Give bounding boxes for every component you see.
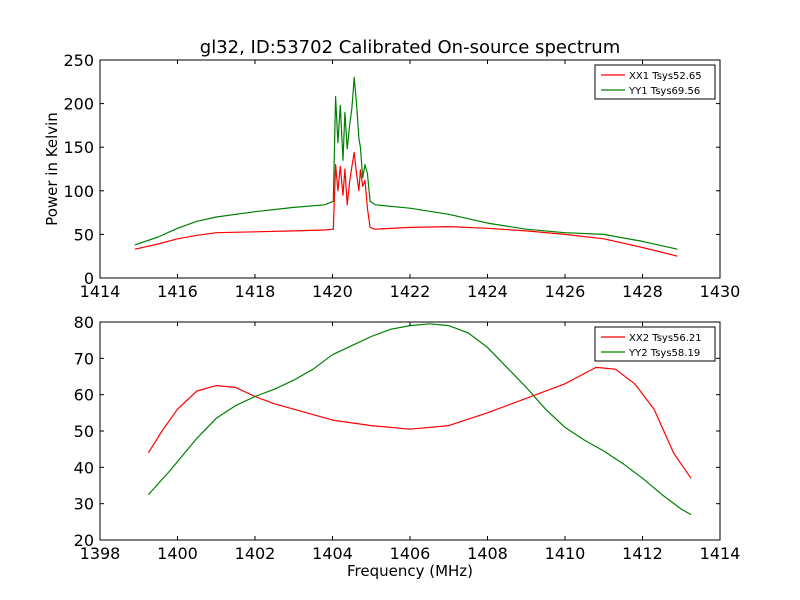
y-tick-label-1-5: 70	[74, 349, 94, 368]
x-tick-label-0-2: 1418	[235, 282, 276, 301]
y-tick-label-0-0: 0	[84, 269, 94, 288]
series-line-0-1	[134, 76, 678, 250]
y-tick-label-0-5: 250	[63, 51, 94, 70]
legend-label-0-0: XX1 Tsys52.65	[629, 71, 702, 82]
legend-label-1-0: XX2 Tsys56.21	[629, 333, 702, 344]
x-tick-label-1-8: 1414	[700, 544, 741, 563]
x-tick-label-1-0: 1398	[80, 544, 121, 563]
y-tick-label-0-3: 150	[63, 138, 94, 157]
series-line-1-1	[147, 323, 692, 516]
y-tick-label-1-3: 50	[74, 422, 94, 441]
x-tick-label-0-4: 1422	[390, 282, 431, 301]
y-tick-label-1-6: 80	[74, 313, 94, 332]
y-tick-label-0-1: 50	[74, 225, 94, 244]
x-tick-label-1-4: 1406	[390, 544, 431, 563]
legend-box-1	[594, 326, 716, 362]
x-tick-label-1-5: 1408	[467, 544, 508, 563]
y-tick-label-1-4: 60	[74, 386, 94, 405]
x-tick-label-0-0: 1414	[80, 282, 121, 301]
x-tick-label-0-3: 1420	[312, 282, 353, 301]
chart-title-0: gl32, ID:53702 Calibrated On-source spec…	[200, 37, 620, 58]
y-tick-label-0-4: 200	[63, 95, 94, 114]
series-line-1-0	[147, 366, 692, 479]
y-tick-label-1-2: 40	[74, 458, 94, 477]
x-tick-label-1-7: 1412	[622, 544, 663, 563]
legend-box-0	[594, 64, 716, 100]
series-line-0-0	[134, 151, 678, 257]
y-tick-label-1-1: 30	[74, 495, 94, 514]
y-tick-label-1-0: 20	[74, 531, 94, 550]
x-tick-label-1-2: 1402	[235, 544, 276, 563]
x-axis-label-1: Frequency (MHz)	[347, 562, 473, 580]
x-tick-label-1-1: 1400	[157, 544, 198, 563]
x-tick-label-0-6: 1426	[545, 282, 586, 301]
x-tick-label-0-7: 1428	[622, 282, 663, 301]
x-tick-label-1-6: 1410	[545, 544, 586, 563]
legend-label-1-1: YY2 Tsys58.19	[628, 348, 700, 359]
y-axis-label-0: Power in Kelvin	[43, 112, 61, 226]
x-tick-label-0-1: 1416	[157, 282, 198, 301]
x-tick-label-1-3: 1404	[312, 544, 353, 563]
x-tick-label-0-8: 1430	[700, 282, 741, 301]
x-tick-label-0-5: 1424	[467, 282, 508, 301]
legend-label-0-1: YY1 Tsys69.56	[628, 86, 700, 97]
y-tick-label-0-2: 100	[63, 182, 94, 201]
